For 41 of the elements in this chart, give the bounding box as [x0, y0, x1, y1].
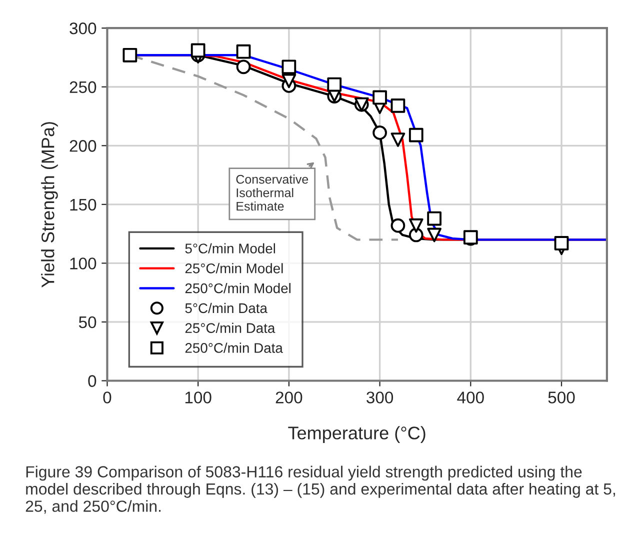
legend-label: 25°C/min Model	[185, 263, 283, 274]
point	[372, 90, 387, 105]
y-tick-label: 300	[70, 22, 96, 34]
legend-label: 250°C/min Data	[185, 342, 283, 353]
y-tick-label: 250	[70, 81, 96, 94]
legend-label: 5°C/min Model	[185, 243, 276, 254]
point	[236, 60, 251, 74]
x-tick-label: 100	[185, 392, 212, 404]
point	[327, 77, 342, 92]
y-tick-label: 100	[70, 258, 96, 270]
point	[190, 43, 206, 58]
y-axis-title: Yield Strength (MPa)	[41, 122, 58, 288]
x-axis-title: Temperature (°C)	[288, 426, 426, 443]
point	[408, 228, 424, 242]
point	[390, 132, 406, 147]
legend-label: 250°C/min Model	[185, 283, 290, 294]
point	[427, 211, 442, 226]
annotation: Conservative Isothermal Estimate	[236, 174, 308, 211]
legend-label: 25°C/min Data	[185, 322, 276, 333]
y-tick-label: 150	[70, 198, 96, 211]
x-tick-label: 200	[276, 392, 302, 404]
caption: Figure 39 Comparison of 5083-H116 residual yield strength predicted using the model described through Eqns. (13) – (15) and experimental data after heating at 5, 25, and 250°C/min.	[26, 466, 615, 514]
point	[282, 74, 296, 88]
legend-label: 5°C/min Data	[185, 302, 268, 314]
x-tick-label: 400	[457, 392, 484, 404]
point	[122, 48, 138, 62]
point	[408, 128, 424, 142]
point	[554, 236, 569, 250]
point	[236, 44, 251, 59]
y-tick-label: 50	[78, 316, 96, 328]
point	[408, 218, 424, 233]
y-tick-label: 200	[70, 140, 96, 152]
point	[390, 218, 406, 233]
y-tick-label: 0	[88, 375, 96, 387]
x-tick-label: 500	[548, 392, 575, 404]
x-tick-label: 300	[366, 392, 394, 404]
x-tick-label: 0	[103, 392, 112, 404]
point	[390, 98, 406, 113]
point	[282, 60, 296, 74]
point	[372, 126, 387, 140]
point	[427, 228, 442, 242]
